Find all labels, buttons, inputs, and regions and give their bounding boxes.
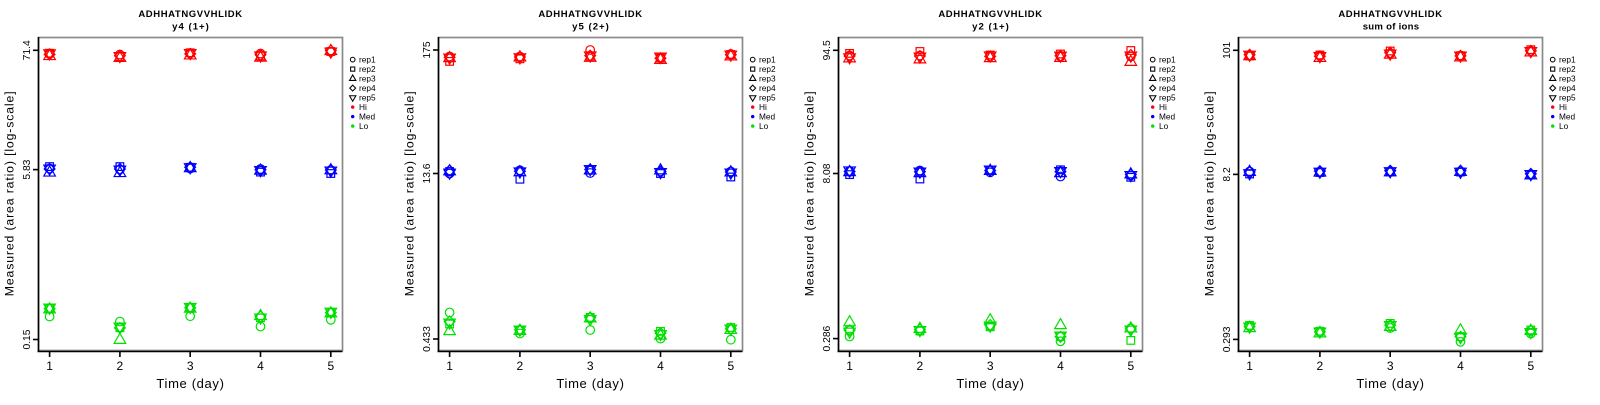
svg-text:Time (day): Time (day) — [156, 376, 224, 391]
svg-text:rep3: rep3 — [359, 74, 376, 84]
svg-text:rep4: rep4 — [1159, 83, 1176, 93]
svg-text:rep5: rep5 — [1559, 93, 1576, 103]
svg-text:rep5: rep5 — [759, 93, 776, 103]
svg-text:4: 4 — [1457, 359, 1464, 373]
svg-text:rep4: rep4 — [759, 83, 776, 93]
svg-text:Hi: Hi — [759, 102, 767, 112]
svg-text:Lo: Lo — [759, 121, 769, 131]
svg-text:Med: Med — [759, 112, 776, 122]
svg-text:rep2: rep2 — [359, 64, 376, 74]
svg-text:5: 5 — [1527, 359, 1534, 373]
svg-text:1: 1 — [1246, 359, 1253, 373]
svg-text:8.08: 8.08 — [822, 163, 833, 183]
svg-text:Hi: Hi — [1559, 102, 1567, 112]
svg-text:rep1: rep1 — [359, 55, 376, 65]
svg-text:rep5: rep5 — [359, 93, 376, 103]
svg-text:5: 5 — [1127, 359, 1134, 373]
svg-text:Hi: Hi — [1159, 102, 1167, 112]
svg-text:0.433: 0.433 — [422, 326, 433, 352]
svg-text:101: 101 — [1222, 41, 1233, 58]
svg-text:4: 4 — [1057, 359, 1064, 373]
svg-text:rep2: rep2 — [1159, 64, 1176, 74]
svg-text:sum of ions: sum of ions — [1363, 21, 1420, 32]
svg-text:4: 4 — [257, 359, 264, 373]
svg-text:8.2: 8.2 — [1222, 167, 1233, 182]
svg-text:rep3: rep3 — [759, 74, 776, 84]
svg-text:rep4: rep4 — [1559, 83, 1576, 93]
svg-text:Hi: Hi — [359, 102, 367, 112]
svg-text:13.6: 13.6 — [422, 163, 433, 183]
svg-text:3: 3 — [587, 359, 594, 373]
svg-text:Time (day): Time (day) — [1356, 376, 1424, 391]
svg-text:3: 3 — [1387, 359, 1394, 373]
svg-text:0.293: 0.293 — [1222, 326, 1233, 352]
svg-text:Lo: Lo — [1159, 121, 1169, 131]
svg-text:y5 (2+): y5 (2+) — [572, 21, 610, 32]
svg-text:rep3: rep3 — [1159, 74, 1176, 84]
svg-text:rep3: rep3 — [1559, 74, 1576, 84]
svg-text:y2 (1+): y2 (1+) — [972, 21, 1010, 32]
svg-text:y4 (1+): y4 (1+) — [172, 21, 210, 32]
svg-text:rep2: rep2 — [1559, 64, 1576, 74]
svg-text:Measured (area ratio) [log-sca: Measured (area ratio) [log-scale] — [1203, 91, 1217, 297]
svg-text:ADHHATNGVVHLIDK: ADHHATNGVVHLIDK — [1338, 9, 1442, 20]
svg-text:2: 2 — [117, 359, 124, 373]
svg-text:rep1: rep1 — [1559, 55, 1576, 65]
svg-text:Measured (area ratio) [log-sca: Measured (area ratio) [log-scale] — [803, 91, 817, 297]
svg-text:Time (day): Time (day) — [556, 376, 624, 391]
svg-text:4: 4 — [657, 359, 664, 373]
svg-text:Med: Med — [1559, 112, 1576, 122]
svg-text:5: 5 — [727, 359, 734, 373]
svg-text:Measured (area ratio) [log-sca: Measured (area ratio) [log-scale] — [3, 91, 17, 297]
svg-text:2: 2 — [1317, 359, 1324, 373]
svg-text:1: 1 — [446, 359, 453, 373]
svg-text:rep4: rep4 — [359, 83, 376, 93]
svg-text:Lo: Lo — [1559, 121, 1569, 131]
svg-text:rep2: rep2 — [759, 64, 776, 74]
svg-text:Lo: Lo — [359, 121, 369, 131]
svg-text:2: 2 — [917, 359, 924, 373]
svg-text:rep1: rep1 — [1159, 55, 1176, 65]
svg-text:2: 2 — [517, 359, 524, 373]
svg-text:3: 3 — [987, 359, 994, 373]
svg-text:rep1: rep1 — [759, 55, 776, 65]
svg-text:5: 5 — [327, 359, 334, 373]
svg-text:71.4: 71.4 — [22, 40, 33, 60]
svg-text:Med: Med — [359, 112, 376, 122]
svg-text:0.15: 0.15 — [22, 329, 33, 349]
svg-text:1: 1 — [846, 359, 853, 373]
svg-text:Measured (area ratio) [log-sca: Measured (area ratio) [log-scale] — [403, 91, 417, 297]
svg-text:5.83: 5.83 — [22, 159, 33, 179]
svg-text:Med: Med — [1159, 112, 1176, 122]
svg-text:Time (day): Time (day) — [956, 376, 1024, 391]
svg-text:0.286: 0.286 — [822, 325, 833, 351]
svg-text:ADHHATNGVVHLIDK: ADHHATNGVVHLIDK — [138, 9, 242, 20]
svg-text:1: 1 — [46, 359, 53, 373]
svg-text:rep5: rep5 — [1159, 93, 1176, 103]
svg-text:3: 3 — [187, 359, 194, 373]
svg-text:ADHHATNGVVHLIDK: ADHHATNGVVHLIDK — [938, 9, 1042, 20]
svg-text:94.5: 94.5 — [822, 40, 833, 60]
svg-text:ADHHATNGVVHLIDK: ADHHATNGVVHLIDK — [538, 9, 642, 20]
svg-text:175: 175 — [422, 41, 433, 58]
